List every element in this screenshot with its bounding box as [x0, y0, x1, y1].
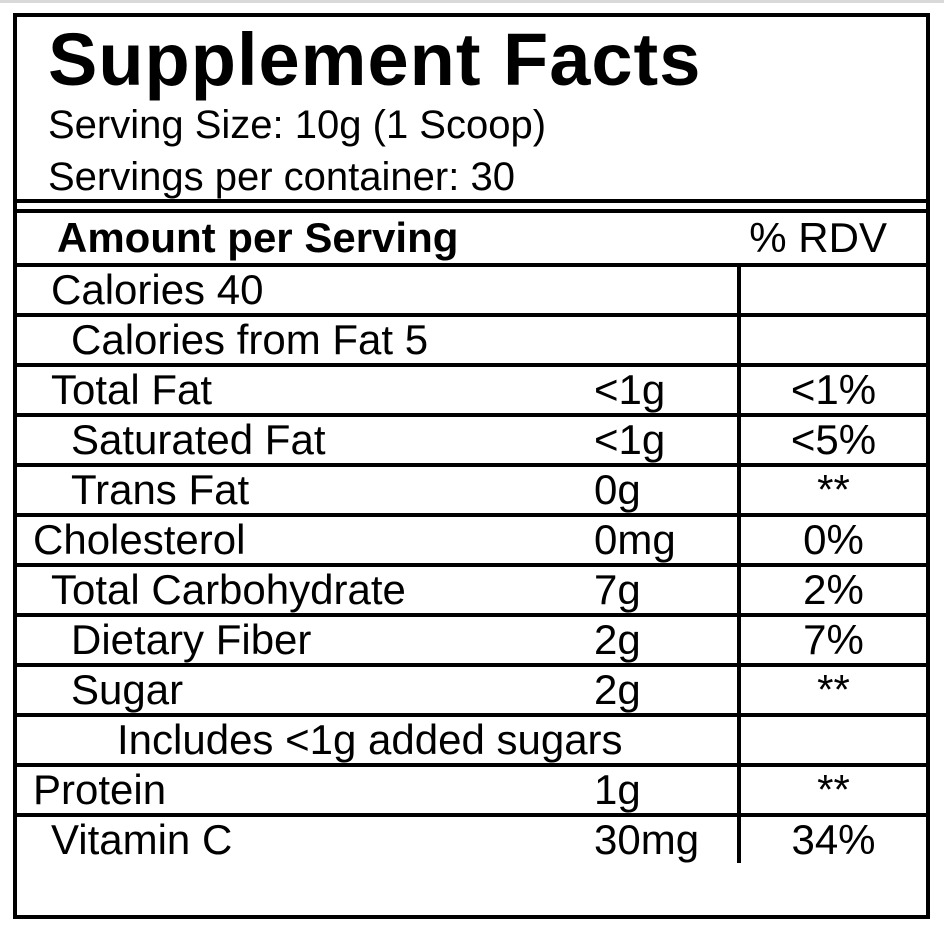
nutrient-rdv-cell [737, 717, 926, 763]
nutrient-main-cell: Includes <1g added sugars [17, 717, 737, 763]
nutrient-row: Calories from Fat 5 [17, 313, 926, 363]
nutrient-rdv-cell [737, 317, 926, 363]
nutrient-row: Sugar 2g ** [17, 663, 926, 713]
nutrient-main-cell: Vitamin C 30mg [17, 817, 737, 863]
nutrient-amount: 0mg [594, 517, 676, 563]
nutrient-rdv-value: <5% [790, 416, 877, 463]
nutrient-amount: 1g [594, 767, 641, 813]
nutrient-name: Vitamin C [51, 817, 233, 863]
nutrient-main-cell: Sugar 2g [17, 667, 737, 713]
nutrient-row: Trans Fat 0g ** [17, 463, 926, 513]
window-top-edge [0, 0, 944, 3]
nutrient-main-cell: Total Carbohydrate 7g [17, 567, 737, 613]
nutrient-rdv-cell: ** [737, 466, 926, 513]
nutrient-main-cell: Dietary Fiber 2g [17, 617, 737, 663]
amount-per-serving-header: Amount per Serving [57, 214, 459, 261]
rdv-header: % RDV [749, 214, 887, 261]
nutrient-rdv-value: 7% [803, 616, 864, 663]
nutrient-rdv-value: <1% [790, 366, 877, 413]
nutrient-row: Protein 1g ** [17, 763, 926, 813]
nutrient-row: Dietary Fiber 2g 7% [17, 613, 926, 663]
nutrient-amount: <1g [594, 367, 666, 413]
page-title: Supplement Facts [48, 18, 702, 101]
nutrient-main-cell: Trans Fat 0g [17, 467, 737, 513]
nutrient-amount: 2g [594, 617, 641, 663]
nutrient-name: Calories from Fat 5 [71, 317, 429, 363]
facts-table: Amount per Serving % RDV Calories 40 Calo… [17, 209, 926, 863]
nutrient-row: Total Carbohydrate 7g 2% [17, 563, 926, 613]
nutrient-amount: <1g [594, 417, 666, 463]
nutrient-main-cell: Cholesterol 0mg [17, 517, 737, 563]
nutrient-rdv-value: ** [817, 466, 850, 513]
nutrient-main-cell: Total Fat <1g [17, 367, 737, 413]
nutrient-rdv-cell: 0% [737, 516, 926, 563]
table-header-row: Amount per Serving % RDV [17, 213, 926, 263]
servings-per-container-text: Servings per container: 30 [48, 155, 515, 199]
nutrient-name: Trans Fat [71, 467, 250, 513]
nutrient-name: Protein [33, 767, 167, 813]
nutrient-name: Total Fat [51, 367, 213, 413]
nutrient-main-cell: Calories 40 [17, 267, 737, 313]
nutrient-rdv-cell: 34% [737, 816, 926, 863]
nutrient-main-cell: Calories from Fat 5 [17, 317, 737, 363]
nutrient-rdv-value: ** [817, 766, 850, 813]
nutrient-row: Calories 40 [17, 263, 926, 313]
nutrient-rdv-value: 2% [803, 566, 864, 613]
nutrient-rdv-cell: <5% [737, 416, 926, 463]
nutrient-rdv-cell [737, 267, 926, 313]
nutrient-name: Total Carbohydrate [51, 567, 406, 613]
nutrient-main-cell: Saturated Fat <1g [17, 417, 737, 463]
nutrient-row: Saturated Fat <1g <5% [17, 413, 926, 463]
nutrient-amount: 0g [594, 467, 641, 513]
label-header-block: Supplement Facts Serving Size: 10g (1 Sc… [17, 17, 926, 203]
nutrient-rdv-value: 34% [791, 816, 876, 863]
nutrient-amount: 30mg [594, 817, 700, 863]
nutrient-row: Includes <1g added sugars [17, 713, 926, 763]
nutrient-amount: 2g [594, 667, 641, 713]
nutrient-name: Includes <1g added sugars [117, 717, 623, 763]
nutrient-main-cell: Protein 1g [17, 767, 737, 813]
nutrient-name: Sugar [71, 667, 184, 713]
nutrient-name: Dietary Fiber [71, 617, 312, 663]
nutrient-rdv-cell: 2% [737, 566, 926, 613]
nutrient-rdv-cell: 7% [737, 616, 926, 663]
serving-size-text: Serving Size: 10g (1 Scoop) [48, 103, 547, 147]
nutrient-amount: 7g [594, 567, 641, 613]
supplement-facts-label: Supplement Facts Serving Size: 10g (1 Sc… [13, 13, 930, 919]
nutrient-rdv-cell: <1% [737, 366, 926, 413]
nutrient-row: Cholesterol 0mg 0% [17, 513, 926, 563]
nutrient-rdv-cell: ** [737, 666, 926, 713]
nutrient-name: Calories 40 [51, 267, 264, 313]
nutrient-name: Saturated Fat [71, 417, 326, 463]
nutrient-rdv-cell: ** [737, 766, 926, 813]
nutrient-rdv-value: ** [817, 666, 850, 713]
nutrient-rdv-value: 0% [803, 516, 864, 563]
nutrient-row: Total Fat <1g <1% [17, 363, 926, 413]
nutrient-name: Cholesterol [33, 517, 246, 563]
nutrient-row: Vitamin C 30mg 34% [17, 813, 926, 863]
